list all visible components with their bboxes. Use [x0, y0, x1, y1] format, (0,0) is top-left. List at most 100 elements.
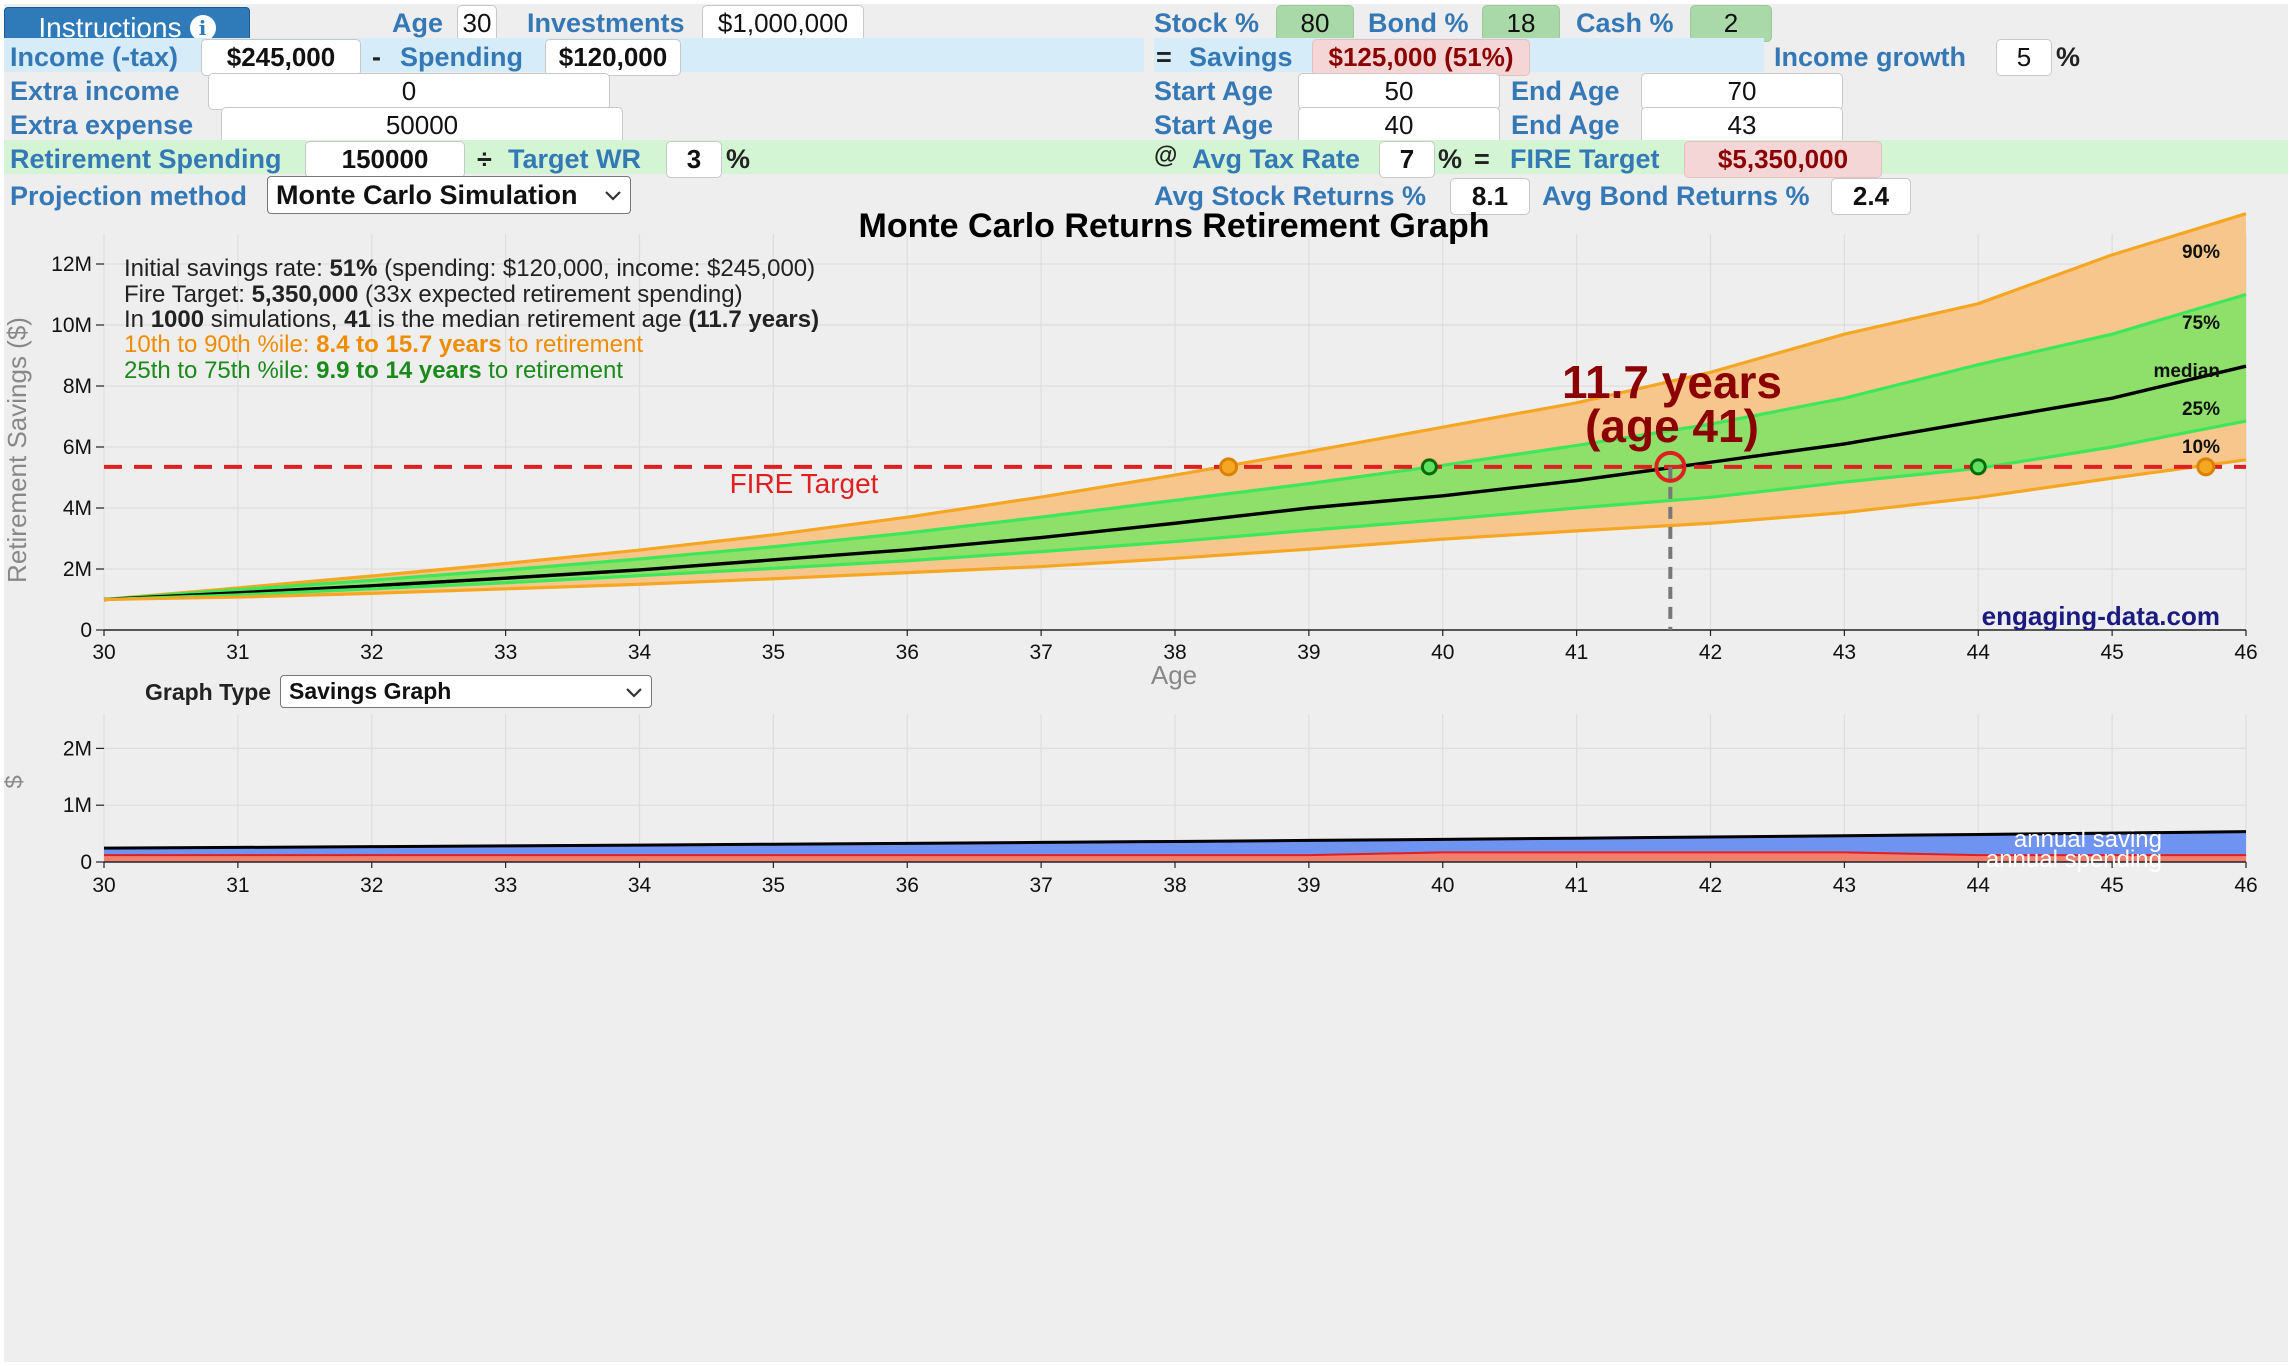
- spending-input[interactable]: $120,000: [545, 39, 681, 76]
- marker-median: [1654, 450, 1687, 483]
- info-line-4: 10th to 90th %ile: 8.4 to 15.7 years to …: [124, 331, 643, 358]
- projection-method-value: Monte Carlo Simulation: [276, 179, 578, 210]
- age-input[interactable]: 30: [457, 5, 497, 42]
- stock-returns-label: Avg Stock Returns %: [1154, 181, 1427, 211]
- x-tick-label: 45: [2100, 874, 2123, 897]
- x-tick-label: 32: [360, 641, 383, 664]
- income-input[interactable]: $245,000: [201, 39, 361, 76]
- graph-type-value: Savings Graph: [289, 678, 452, 704]
- investments-input[interactable]: $1,000,000: [702, 5, 864, 42]
- x-tick-label: 41: [1565, 874, 1588, 897]
- target-wr-input[interactable]: 3: [666, 141, 722, 178]
- x-tick-label: 45: [2100, 641, 2123, 664]
- x-tick-label: 40: [1431, 641, 1454, 664]
- info-line-3: In 1000 simulations, 41 is the median re…: [124, 306, 819, 333]
- crossing-markers: [1219, 450, 2216, 630]
- instructions-label: Instructions: [38, 12, 182, 43]
- stock-returns-input[interactable]: 8.1: [1450, 178, 1530, 215]
- tax-rate-unit: %: [1438, 144, 1463, 174]
- line-75th-percentile: [103, 292, 2247, 602]
- band-10-90: [104, 213, 2246, 600]
- x-tick-label: 38: [1163, 641, 1186, 664]
- x-tick-label: 37: [1029, 874, 1052, 897]
- retirement-spending-label: Retirement Spending: [10, 144, 282, 174]
- x-tick-label: 34: [628, 641, 652, 664]
- x-tick-label: 30: [92, 641, 115, 664]
- x-tick-label: 39: [1297, 874, 1320, 897]
- fire-target-value: $5,350,000: [1684, 141, 1882, 178]
- marker-75th: [1420, 458, 1438, 476]
- x-tick-label: 35: [762, 641, 785, 664]
- extra-income-end-label: End Age: [1511, 76, 1620, 106]
- axes: 30 31 32 33 34 35 36 37 38 39 40 41 42 43 44 45 46 0 1M 2M: [63, 737, 2258, 897]
- x-axis-label: Age: [1151, 660, 1197, 690]
- income-growth-label: Income growth: [1774, 42, 1967, 72]
- x-tick-label: 37: [1029, 641, 1052, 664]
- income-growth-unit: %: [2056, 42, 2081, 72]
- annual-flow-chart: 30 31 32 33 34 35 36 37 38 39 40 41 42 43 44 45 4601M2M …: [4, 714, 2258, 897]
- x-tick-label: 36: [896, 641, 919, 664]
- target-wr-label: Target WR: [508, 144, 641, 174]
- retirement-row: Retirement Spending 150000 ÷ Target WR 3…: [4, 140, 2288, 178]
- extra-expense-end-input[interactable]: 43: [1641, 107, 1843, 144]
- graph-type-select[interactable]: Savings Graph: [280, 675, 652, 708]
- x-tick-label: 31: [226, 641, 249, 664]
- line-median: [103, 364, 2247, 602]
- equals-sign: =: [1156, 42, 1172, 72]
- y-tick-label: 10M: [51, 314, 92, 337]
- chevron-down-icon: [626, 687, 642, 698]
- percentile-label: 75%: [2182, 313, 2220, 334]
- target-wr-unit: %: [726, 144, 751, 174]
- y-tick-label: 0: [80, 851, 92, 874]
- divide-sign: ÷: [477, 144, 492, 174]
- annual-saving-line: [103, 830, 2247, 850]
- savings-label: Savings: [1189, 42, 1293, 72]
- annual-spending-label: annual spending: [1986, 846, 2162, 873]
- x-tick-label: 34: [628, 874, 652, 897]
- x-tick-label: 35: [762, 874, 785, 897]
- income-growth-input[interactable]: 5: [1996, 39, 2052, 76]
- percentile-lines: [103, 212, 2247, 602]
- y-tick-label: 2M: [63, 558, 92, 581]
- projection-method-select[interactable]: Monte Carlo Simulation: [267, 176, 631, 214]
- x-tick-label: 32: [360, 874, 383, 897]
- extra-income-end-input[interactable]: 70: [1641, 73, 1843, 110]
- graph-type-label: Graph Type: [145, 679, 272, 705]
- x-tick-label: 30: [92, 874, 115, 897]
- extra-income-start-input[interactable]: 50: [1298, 73, 1500, 110]
- info-text: Initial savings rate: 51% (spending: $12…: [124, 255, 819, 384]
- cash-input[interactable]: 2: [1690, 5, 1772, 42]
- extra-expense-start-label: Start Age: [1154, 110, 1274, 140]
- fire-target-text: FIRE Target: [730, 468, 879, 499]
- y-tick-label: 2M: [63, 737, 92, 760]
- annual-spending-area: [104, 852, 2246, 862]
- projection-row: Projection method Monte Carlo Simulation…: [4, 174, 2288, 215]
- annotation-years: 11.7 years: [1562, 356, 1782, 408]
- equals-sign-2: =: [1474, 144, 1490, 174]
- extra-expense-start-input[interactable]: 40: [1298, 107, 1500, 144]
- y-tick-label: 1M: [63, 794, 92, 817]
- marker-10th: [2196, 457, 2216, 477]
- line-10th-percentile: [103, 458, 2247, 602]
- extra-expense-end-label: End Age: [1511, 110, 1620, 140]
- x-tick-label: 36: [896, 874, 919, 897]
- retirement-spending-input[interactable]: 150000: [305, 141, 465, 178]
- line-25th-percentile: [103, 419, 2247, 602]
- percentile-label: median: [2153, 361, 2220, 382]
- x-tick-label: 43: [1833, 641, 1856, 664]
- bond-returns-label: Avg Bond Returns %: [1542, 181, 1810, 211]
- x-tick-label: 31: [226, 874, 249, 897]
- age-label: Age: [392, 8, 444, 38]
- x-tick-label: 33: [494, 874, 517, 897]
- tax-rate-input[interactable]: 7: [1379, 141, 1435, 178]
- percentile-labels: 90% 75% median 25% 10%: [2153, 242, 2220, 458]
- stock-input[interactable]: 80: [1276, 5, 1354, 42]
- bond-input[interactable]: 18: [1482, 5, 1560, 42]
- marker-25th: [1969, 458, 1987, 476]
- bond-returns-input[interactable]: 2.4: [1831, 178, 1911, 215]
- x-tick-label: 39: [1297, 641, 1320, 664]
- extra-income-label: Extra income: [10, 76, 180, 106]
- extra-expense-input[interactable]: 50000: [221, 107, 623, 144]
- extra-income-input[interactable]: 0: [208, 73, 610, 110]
